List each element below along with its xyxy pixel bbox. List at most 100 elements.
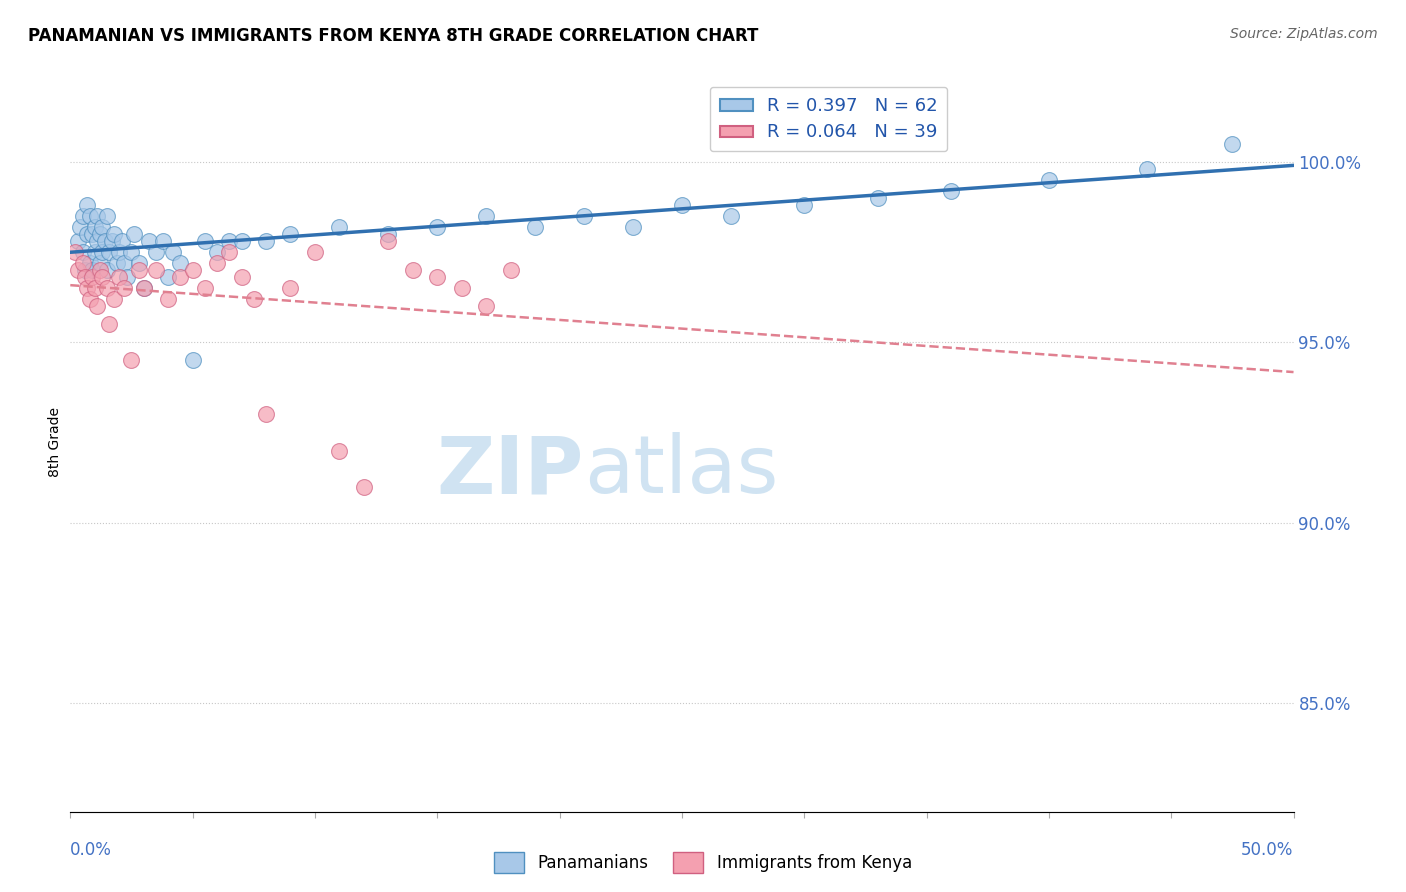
Point xyxy=(205,256,228,270)
Point xyxy=(115,270,138,285)
Point xyxy=(86,209,108,223)
Point xyxy=(83,244,105,259)
Text: 0.0%: 0.0% xyxy=(70,841,112,859)
Point xyxy=(353,480,375,494)
Point xyxy=(79,256,101,270)
Y-axis label: 8th Grade: 8th Grade xyxy=(48,407,62,476)
Point xyxy=(181,263,204,277)
Point xyxy=(152,234,174,248)
Point xyxy=(121,353,143,368)
Point xyxy=(76,227,98,241)
Point xyxy=(499,263,522,277)
Point xyxy=(66,234,89,248)
Point xyxy=(83,281,105,295)
Point xyxy=(671,198,693,212)
Point xyxy=(426,270,449,285)
Point xyxy=(91,219,114,234)
Point xyxy=(93,234,115,248)
Point xyxy=(621,219,644,234)
Point xyxy=(254,408,277,422)
Point xyxy=(96,263,118,277)
Point xyxy=(162,244,184,259)
Point xyxy=(86,299,108,313)
Point xyxy=(377,227,399,241)
Point xyxy=(103,292,125,306)
Point xyxy=(194,281,217,295)
Point xyxy=(63,244,86,259)
Point xyxy=(328,219,350,234)
Point xyxy=(69,219,91,234)
Point xyxy=(231,234,253,248)
Point xyxy=(83,219,105,234)
Point xyxy=(866,191,889,205)
Point xyxy=(108,244,131,259)
Point xyxy=(66,263,89,277)
Point xyxy=(939,184,962,198)
Point xyxy=(96,281,118,295)
Point xyxy=(72,256,94,270)
Point xyxy=(108,270,131,285)
Point xyxy=(89,256,111,270)
Point xyxy=(1136,161,1159,176)
Text: PANAMANIAN VS IMMIGRANTS FROM KENYA 8TH GRADE CORRELATION CHART: PANAMANIAN VS IMMIGRANTS FROM KENYA 8TH … xyxy=(28,27,758,45)
Point xyxy=(1220,136,1243,151)
Point xyxy=(243,292,266,306)
Point xyxy=(157,270,180,285)
Point xyxy=(98,244,121,259)
Point xyxy=(76,281,98,295)
Point xyxy=(128,263,150,277)
Point xyxy=(103,227,125,241)
Point xyxy=(169,256,191,270)
Text: ZIP: ZIP xyxy=(437,432,583,510)
Point xyxy=(86,234,108,248)
Text: atlas: atlas xyxy=(583,432,779,510)
Point xyxy=(426,219,449,234)
Point xyxy=(328,443,350,458)
Text: Source: ZipAtlas.com: Source: ZipAtlas.com xyxy=(1230,27,1378,41)
Point xyxy=(145,244,167,259)
Point xyxy=(254,234,277,248)
Point xyxy=(450,281,472,295)
Point xyxy=(304,244,326,259)
Point xyxy=(138,234,160,248)
Point xyxy=(132,281,155,295)
Point xyxy=(111,234,134,248)
Point xyxy=(82,227,104,241)
Point xyxy=(218,244,240,259)
Point xyxy=(181,353,204,368)
Point xyxy=(91,244,114,259)
Point xyxy=(121,244,143,259)
Point xyxy=(402,263,425,277)
Point xyxy=(1038,172,1060,186)
Point xyxy=(280,227,302,241)
Point xyxy=(76,198,98,212)
Point xyxy=(79,209,101,223)
Point xyxy=(218,234,240,248)
Point xyxy=(73,270,96,285)
Point xyxy=(475,299,498,313)
Point xyxy=(73,263,96,277)
Point xyxy=(82,270,104,285)
Point xyxy=(205,244,228,259)
Point xyxy=(98,317,121,331)
Legend: Panamanians, Immigrants from Kenya: Panamanians, Immigrants from Kenya xyxy=(488,846,918,880)
Point xyxy=(475,209,498,223)
Point xyxy=(89,227,111,241)
Point xyxy=(72,209,94,223)
Point xyxy=(157,292,180,306)
Point xyxy=(79,292,101,306)
Point xyxy=(132,281,155,295)
Point xyxy=(128,256,150,270)
Point xyxy=(169,270,191,285)
Point xyxy=(91,270,114,285)
Point xyxy=(280,281,302,295)
Point xyxy=(231,270,253,285)
Point xyxy=(82,263,104,277)
Point xyxy=(72,244,94,259)
Point xyxy=(112,256,135,270)
Point xyxy=(194,234,217,248)
Point xyxy=(720,209,742,223)
Point xyxy=(572,209,595,223)
Point xyxy=(112,281,135,295)
Point xyxy=(145,263,167,277)
